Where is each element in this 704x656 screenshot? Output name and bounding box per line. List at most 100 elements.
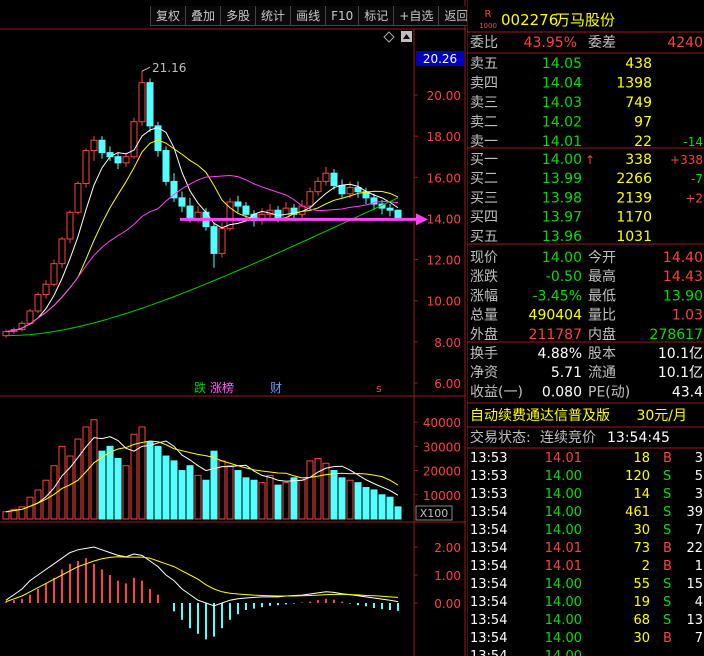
bid-level-label: 买二 bbox=[470, 171, 498, 187]
volume-bar bbox=[34, 489, 42, 520]
stat-value: 278617 bbox=[650, 327, 703, 343]
candle-body bbox=[50, 263, 58, 285]
candle-body bbox=[394, 209, 402, 219]
tick-price: 14.00 bbox=[545, 577, 582, 592]
toolbar-button-f10[interactable]: F10 bbox=[325, 6, 359, 26]
stock-code: 002276 bbox=[501, 11, 558, 29]
volume-bar bbox=[210, 450, 218, 520]
tick-volume: 30 bbox=[633, 631, 650, 646]
toolbar-button-fuquan[interactable]: 复权 bbox=[150, 6, 186, 26]
tick-time: 13:54 bbox=[470, 595, 507, 610]
bid-level-label: 买五 bbox=[470, 229, 498, 245]
kline-chart-svg[interactable]: 20.00 18.00 16.00 14.00 12.00 10.00 8.00 6.00 20… bbox=[0, 0, 466, 656]
tick-price: 14.00 bbox=[545, 613, 582, 628]
bid-level-label: 买一 bbox=[470, 152, 498, 168]
tick-volume: 73 bbox=[633, 541, 650, 556]
volume-ma10-line bbox=[5, 440, 399, 513]
candle-body bbox=[322, 172, 330, 182]
tick-count: 3 bbox=[695, 487, 703, 502]
quote-panel-background bbox=[467, 0, 704, 656]
price-tick-label: 14.00 bbox=[427, 212, 461, 226]
macd-tick-label: 1.00 bbox=[434, 569, 461, 583]
volume-bar bbox=[194, 474, 202, 520]
tick-volume: 120 bbox=[625, 469, 650, 484]
r-logo-icon bbox=[481, 7, 495, 31]
quote-panel: R 1000 002276 万马股份 委比 43.95% 委差 4240 卖五 14.05 438 卖… bbox=[467, 0, 704, 656]
toolbar-button-fanhui[interactable]: 返回 bbox=[438, 6, 474, 26]
tick-price: 14.00 bbox=[545, 469, 582, 484]
volume-bar bbox=[90, 419, 98, 520]
scroll-up-arrow-icon bbox=[403, 34, 410, 39]
volume-bar bbox=[394, 506, 402, 520]
candle-body bbox=[170, 180, 178, 199]
volume-bar bbox=[314, 457, 322, 520]
volume-bar bbox=[114, 457, 122, 520]
ad-link-text[interactable]: 自动续费通达信普及版 bbox=[470, 407, 610, 424]
volume-tick-label: 30000 bbox=[423, 440, 461, 454]
toolbar-button-duogu[interactable]: 多股 bbox=[220, 6, 256, 26]
volume-tick-label: 40000 bbox=[423, 416, 461, 430]
tick-volume: 2 bbox=[642, 559, 650, 574]
stat-value: -3.45% bbox=[532, 288, 582, 304]
tick-volume: 18 bbox=[633, 451, 650, 466]
ask-volume: 1398 bbox=[616, 76, 652, 92]
ask-price: 14.04 bbox=[542, 76, 582, 92]
toolbar-button-diejia[interactable]: 叠加 bbox=[185, 6, 221, 26]
event-tag-die: 跌 bbox=[194, 380, 206, 395]
tick-side: B bbox=[663, 631, 672, 646]
macd-tick-label: 0.00 bbox=[434, 597, 461, 611]
volume-bar bbox=[2, 511, 10, 520]
volume-tick-label: 20000 bbox=[423, 465, 461, 479]
fundamental-value: 10.1亿 bbox=[658, 346, 703, 362]
chart-background bbox=[0, 0, 466, 656]
price-tick-label: 6.00 bbox=[434, 377, 461, 391]
tick-side: B bbox=[663, 559, 672, 574]
price-tick-label: 18.00 bbox=[427, 130, 461, 144]
tick-side: S bbox=[663, 469, 671, 484]
volume-bar bbox=[330, 470, 338, 520]
volume-unit-label: X100 bbox=[420, 507, 449, 520]
volume-bar bbox=[202, 479, 210, 520]
tick-side: S bbox=[663, 613, 671, 628]
stat-label: 最高 bbox=[588, 268, 616, 285]
toolbar-button-huaxian[interactable]: 画线 bbox=[290, 6, 326, 26]
trade-status-time: 13:54:45 bbox=[607, 430, 670, 446]
stat-label: 内盘 bbox=[588, 326, 616, 343]
candle-body bbox=[338, 185, 346, 195]
ask-level-label: 卖一 bbox=[470, 134, 498, 150]
tick-count: 4 bbox=[695, 595, 703, 610]
tick-count: 15 bbox=[686, 577, 703, 592]
stat-label: 现价 bbox=[470, 250, 498, 266]
bid-price: 13.97 bbox=[542, 210, 582, 226]
tick-price: 14.00 bbox=[545, 631, 582, 646]
ad-price-text[interactable]: 30元/月 bbox=[636, 408, 687, 424]
candle-body bbox=[58, 238, 66, 265]
stat-label: 涨跌 bbox=[470, 269, 498, 285]
stat-label: 外盘 bbox=[470, 326, 498, 343]
volume-bar bbox=[370, 489, 378, 520]
tick-volume: 19 bbox=[633, 595, 650, 610]
toolbar-button-zixuan[interactable]: +自选 bbox=[393, 6, 439, 26]
bid-volume: 1170 bbox=[616, 210, 652, 226]
tick-time: 13:53 bbox=[470, 469, 507, 484]
bid-price: 13.96 bbox=[542, 229, 582, 245]
candle-body bbox=[34, 294, 42, 312]
tick-count: 3 bbox=[695, 451, 703, 466]
tick-price: 14.00 bbox=[545, 487, 582, 502]
tick-price: 14.00 bbox=[545, 649, 582, 656]
toolbar-button-biaoji[interactable]: 标记 bbox=[358, 6, 394, 26]
ask-level-label: 卖四 bbox=[470, 76, 498, 92]
fundamental-label: 换手 bbox=[470, 345, 498, 362]
volume-bar bbox=[66, 455, 74, 520]
fundamental-value: 10.1亿 bbox=[658, 365, 703, 381]
price-tick-label: 20.00 bbox=[427, 89, 461, 103]
tick-time: 13:54 bbox=[470, 541, 507, 556]
tick-count: 1 bbox=[695, 559, 703, 574]
candle-body bbox=[274, 209, 282, 219]
tick-price: 14.00 bbox=[545, 595, 582, 610]
ask-volume: 97 bbox=[634, 115, 652, 131]
tick-side: S bbox=[663, 523, 671, 538]
toolbar-button-tongji[interactable]: 统计 bbox=[255, 6, 291, 26]
bid-price: 14.00 bbox=[542, 152, 582, 168]
kline-chart-area[interactable]: 20.00 18.00 16.00 14.00 12.00 10.00 8.00 6.00 20… bbox=[0, 0, 474, 656]
